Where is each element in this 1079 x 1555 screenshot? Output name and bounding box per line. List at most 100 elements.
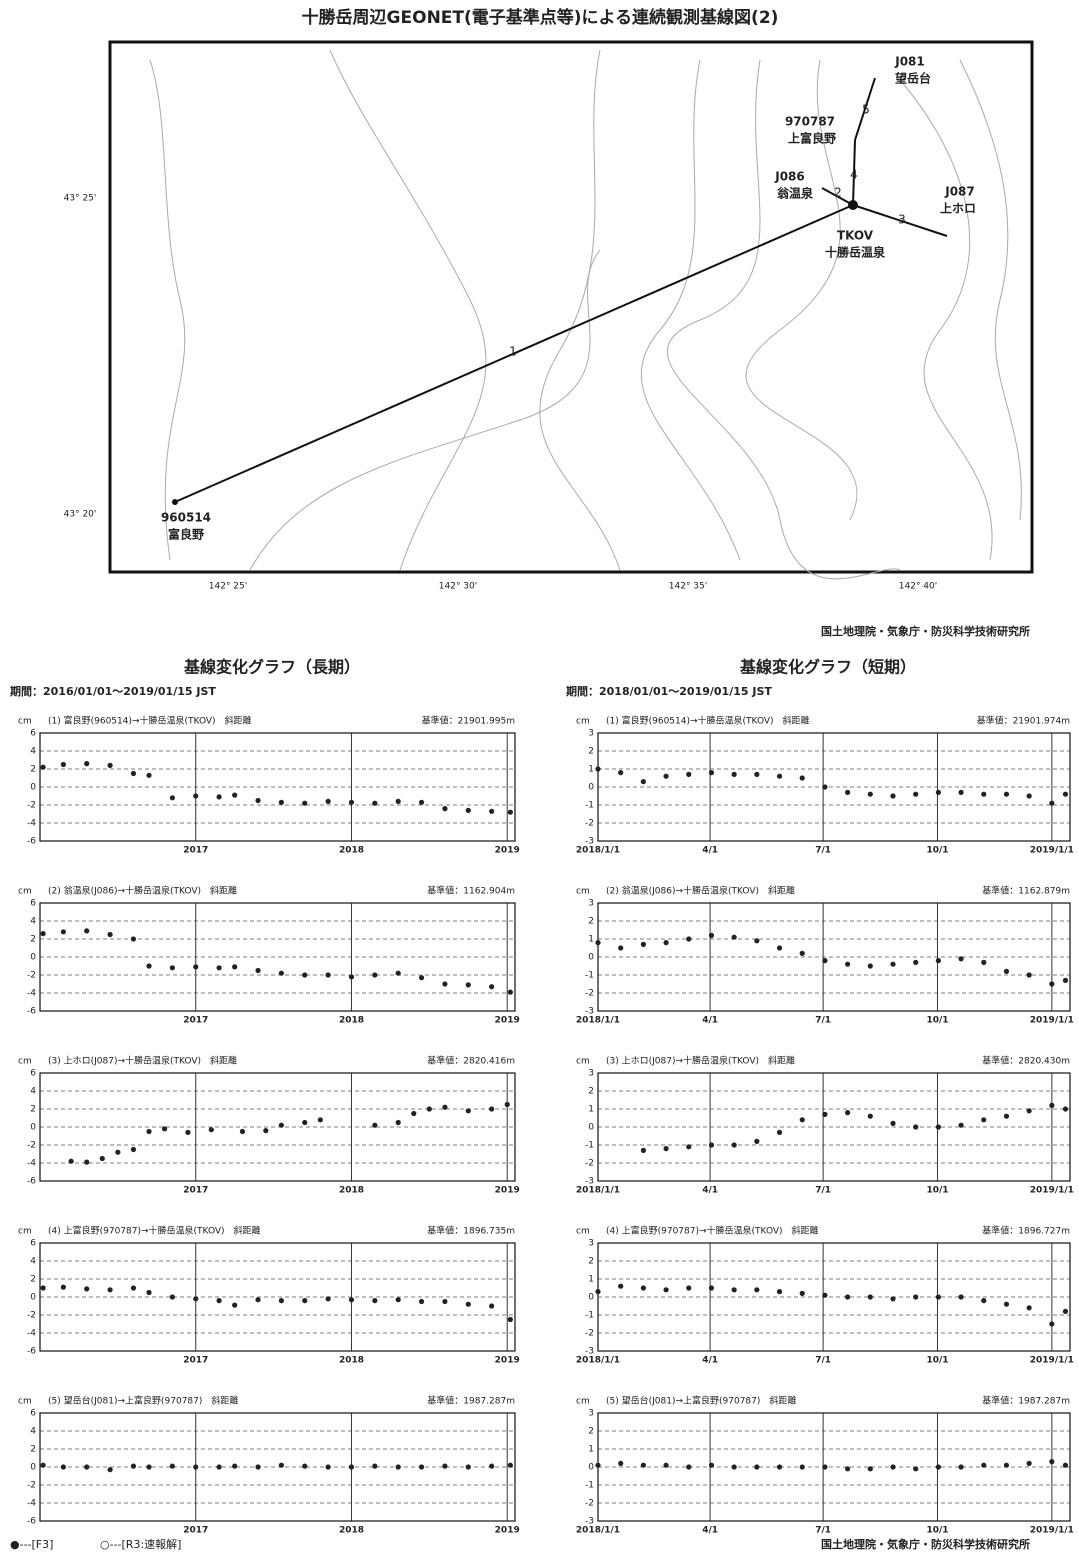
data-point [799,950,805,957]
y-unit: cm [18,1397,32,1407]
x-tick-label: 2017 [183,1016,208,1026]
baseline-number: 4 [850,168,858,182]
y-tick-label: -6 [27,1177,36,1187]
data-point [1003,791,1010,797]
data-point [935,1294,941,1300]
data-point [1003,1462,1010,1468]
data-point [426,1106,432,1112]
x-tick-label: 2018/1/1 [576,1526,620,1536]
data-point [618,1283,624,1289]
data-point [1049,1321,1055,1327]
x-tick-label: 2019/1/1 [1030,1526,1074,1536]
chart-title: (2) 翁温泉(J086)→十勝岳温泉(TKOV) 斜距離 [606,885,795,897]
x-tick-label: 2017 [183,1526,208,1536]
y-tick-label: 0 [30,1463,36,1473]
x-tick-label: 4/1 [702,1526,718,1536]
data-point [731,934,737,940]
baselines [174,77,948,503]
y-unit: cm [18,717,32,727]
data-point [317,1117,323,1123]
data-point [1049,1459,1055,1465]
station-code: J087 [944,185,975,199]
x-tick-label: 2018/1/1 [576,1356,620,1366]
data-point [686,1144,692,1150]
y-tick-label: -6 [27,837,36,847]
legend-entry: ●---[F3] [10,1538,53,1551]
y-tick-label: 4 [30,1257,36,1267]
data-point [731,1464,737,1470]
data-point [169,795,175,801]
data-point [418,799,425,805]
baseline [852,204,948,237]
y-tick-label: 3 [588,729,594,739]
station-point [172,499,178,505]
y-tick-label: -1 [585,1481,594,1491]
data-point [130,1463,137,1469]
y-tick-label: 2 [588,747,594,757]
y-tick-label: -3 [585,1177,594,1187]
chart-title: (4) 上富良野(970787)→十勝岳温泉(TKOV) 斜距離 [606,1225,819,1237]
y-tick-label: -3 [585,837,594,847]
data-point [348,1297,355,1303]
data-point [754,1287,760,1293]
chart-title: (4) 上富良野(970787)→十勝岳温泉(TKOV) 斜距離 [48,1225,261,1237]
chart-title: (3) 上ホロ(J087)→十勝岳温泉(TKOV) 斜距離 [48,1055,237,1067]
data-point [845,1110,851,1116]
data-point [216,794,222,800]
data-point [708,1285,715,1291]
data-point [325,1464,331,1470]
data-point [913,1124,919,1130]
x-tick-label: 2018 [339,846,364,856]
plot-frame [597,1242,1071,1352]
data-point [99,1155,105,1162]
data-point [595,766,601,772]
lon-label: 142° 30' [439,582,477,592]
data-point [146,1128,152,1135]
y-tick-label: -1 [585,971,594,981]
y-tick-label: 4 [30,917,36,927]
y-tick-label: 2 [30,1105,36,1115]
page-title: 十勝岳周辺GEONET(電子基準点等)による連続観測基線図(2) [302,7,779,28]
data-point [507,1462,513,1468]
data-point [418,1298,425,1305]
data-point [255,967,261,974]
data-point [489,984,495,990]
reference-value: 基準値：21901.974m [977,715,1070,727]
data-point [663,940,669,946]
y-tick-label: 2 [30,765,36,775]
data-point [822,958,828,964]
y-tick-label: 3 [588,899,594,909]
data-point [822,1464,828,1470]
y-tick-label: 6 [30,1409,36,1419]
data-point [161,1126,168,1132]
credit: 国土地理院・気象庁・防災科学技術研究所 [821,624,1030,638]
data-point [278,1122,284,1128]
data-point [913,791,919,797]
data-point [395,1119,401,1126]
chart-title: (1) 富良野(960514)→十勝岳温泉(TKOV) 斜距離 [606,715,810,727]
y-tick-label: 0 [30,953,36,963]
baseline [854,77,876,141]
y-unit: cm [576,887,590,897]
x-tick-label: 4/1 [702,846,718,856]
data-point [1062,1106,1069,1112]
data-point [372,1463,378,1469]
x-tick-label: 2018/1/1 [576,846,620,856]
x-tick-label: 10/1 [926,1356,948,1366]
station-name: 富良野 [168,527,204,542]
data-point [507,989,513,995]
data-point [663,1287,669,1293]
contour [667,59,901,580]
data-point [489,808,495,814]
data-point [867,963,873,969]
data-point [325,1296,331,1302]
data-point [776,945,783,951]
data-point [1026,972,1032,978]
map: 1 2 3 4 5 J081 望岳台 970787 上富良野 J086 翁温泉 … [64,40,1034,592]
y-tick-label: 3 [588,1239,594,1249]
data-point [981,1462,987,1468]
data-point [754,1138,760,1144]
data-point [799,1464,805,1470]
data-point [1062,977,1069,984]
